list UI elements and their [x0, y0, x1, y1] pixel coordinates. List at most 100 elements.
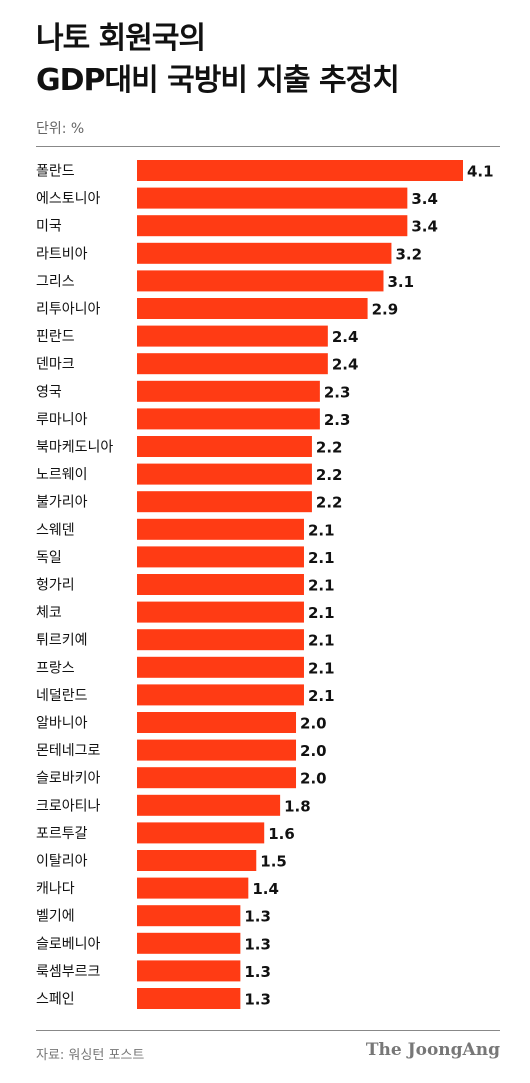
value-label: 3.4: [411, 218, 438, 236]
category-label: 룩셈부르크: [36, 964, 101, 980]
value-label: 2.0: [300, 715, 327, 733]
value-label: 1.3: [244, 991, 271, 1009]
bar: [137, 574, 304, 595]
value-label: 2.4: [332, 356, 359, 374]
category-label: 크로아티나: [36, 798, 101, 814]
value-label: 1.3: [244, 908, 271, 926]
category-label: 그리스: [36, 274, 75, 290]
value-label: 2.2: [316, 494, 343, 512]
bar: [137, 629, 304, 651]
bar: [137, 160, 463, 181]
bar: [137, 270, 384, 292]
category-label: 북마케도니아: [36, 440, 113, 456]
category-label: 벨기에: [36, 909, 75, 925]
bar: [137, 739, 297, 761]
value-label: 1.3: [244, 935, 271, 953]
unit-label: 단위: %: [36, 121, 85, 137]
category-label: 노르웨이: [36, 467, 88, 483]
category-label: 슬로베니아: [36, 936, 101, 952]
category-label: 스페인: [36, 992, 75, 1008]
bar: [137, 794, 281, 816]
value-label: 2.3: [324, 411, 351, 429]
category-label: 헝가리: [36, 578, 75, 594]
top-divider: [36, 146, 500, 147]
bar: [137, 932, 241, 954]
category-label: 라트비아: [36, 246, 88, 262]
bar: [137, 298, 368, 319]
bar: [137, 960, 241, 982]
category-label: 덴마크: [36, 357, 75, 373]
bar: [137, 546, 304, 568]
value-label: 2.1: [308, 659, 335, 677]
category-label: 핀란드: [36, 329, 75, 345]
bar: [137, 325, 328, 347]
category-label: 미국: [36, 219, 62, 235]
value-label: 2.1: [308, 604, 335, 622]
category-label: 포르투갈: [36, 826, 88, 842]
bar: [137, 353, 328, 375]
category-label: 튀르키예: [36, 633, 88, 649]
category-label: 불가리아: [36, 495, 88, 511]
bar: [137, 905, 241, 927]
category-label: 에스토니아: [36, 191, 101, 207]
source-note: 자료: 워싱턴 포스트: [36, 1048, 145, 1063]
value-label: 3.1: [387, 273, 414, 291]
bar: [137, 380, 320, 402]
value-label: 1.5: [260, 853, 287, 871]
category-label: 스웨덴: [36, 522, 75, 538]
value-label: 2.1: [308, 521, 335, 539]
title-line-1: 나토 회원국의: [36, 21, 206, 56]
category-label: 알바니아: [36, 716, 88, 732]
publisher-logo: The JoongAng: [365, 1040, 500, 1060]
value-label: 3.4: [411, 190, 438, 208]
category-label: 캐나다: [36, 881, 75, 897]
bar: [137, 215, 408, 237]
value-label: 1.3: [244, 963, 271, 981]
bar: [137, 684, 304, 706]
bar: [137, 518, 304, 540]
title-line-2: GDP대비 국방비 지출 추정치: [36, 63, 400, 98]
value-label: 2.1: [308, 632, 335, 650]
bar: [137, 242, 392, 264]
value-label: 2.2: [316, 439, 343, 457]
value-label: 4.1: [467, 163, 494, 181]
bar: [137, 988, 241, 1009]
value-label: 2.0: [300, 742, 327, 760]
value-label: 1.8: [284, 797, 311, 815]
category-label: 슬로바키아: [36, 771, 101, 787]
category-label: 리투아니아: [36, 302, 101, 318]
bar: [137, 767, 297, 789]
category-label: 폴란드: [36, 164, 75, 180]
value-label: 2.2: [316, 466, 343, 484]
bar: [137, 877, 249, 899]
bar: [137, 712, 297, 733]
value-label: 2.9: [372, 301, 399, 319]
category-label: 독일: [36, 550, 62, 566]
value-label: 2.1: [308, 687, 335, 705]
bar: [137, 822, 265, 844]
bar: [137, 850, 257, 871]
bar: [137, 463, 312, 485]
bottom-divider: [36, 1030, 500, 1031]
value-label: 3.2: [395, 245, 422, 263]
bar-chart: 폴란드 4.1 에스토니아 3.4 미국 3.4 라트비아 3.2 그리스 3.1 리투아니아 2.9…: [36, 160, 494, 1009]
value-label: 2.0: [300, 770, 327, 788]
category-label: 프랑스: [36, 660, 75, 676]
chart-title: 나토 회원국의 GDP대비 국방비 지출 추정치: [36, 18, 400, 102]
bar: [137, 491, 312, 513]
category-label: 체코: [36, 605, 62, 621]
value-label: 2.1: [308, 549, 335, 567]
value-label: 2.3: [324, 383, 351, 401]
category-label: 몬테네그로: [36, 743, 101, 759]
category-label: 이탈리아: [36, 854, 88, 870]
bar: [137, 408, 320, 430]
value-label: 2.4: [332, 328, 359, 346]
bar: [137, 187, 408, 209]
bar: [137, 656, 304, 678]
value-label: 2.1: [308, 577, 335, 595]
category-label: 루마니아: [36, 412, 88, 428]
value-label: 1.4: [252, 880, 279, 898]
bar: [137, 436, 312, 457]
category-label: 네덜란드: [36, 688, 88, 704]
bar: [137, 601, 304, 623]
